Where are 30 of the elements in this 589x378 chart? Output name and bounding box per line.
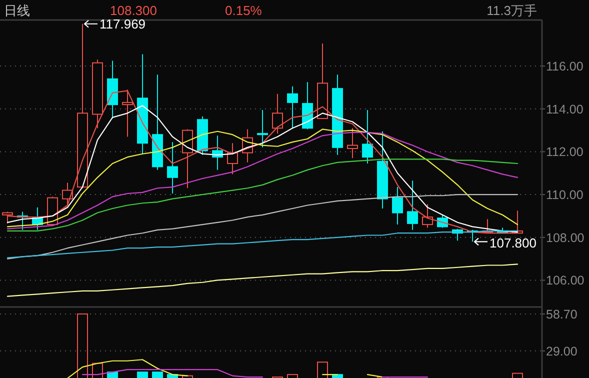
candlestick: [152, 74, 163, 170]
candlestick: [422, 204, 433, 228]
candlestick: [287, 86, 298, 129]
text: 0.15%: [225, 3, 262, 18]
y-tick-label: 116.00: [546, 60, 584, 74]
candlestick: [182, 128, 193, 189]
y-tick-label: 58.70: [546, 307, 578, 322]
candlestick: [107, 60, 118, 120]
annotation: 107.800: [490, 236, 536, 251]
candlestick: [347, 128, 358, 159]
y-tick-label: 112.00: [546, 145, 584, 160]
line-series: [6, 264, 518, 297]
y-tick-label: 114.00: [546, 102, 584, 116]
candlestick: [137, 54, 148, 154]
y-tick-label: 110.00: [546, 188, 584, 202]
candlestick: [167, 142, 178, 194]
chart-title: 日线: [4, 3, 30, 18]
candlestick: [257, 109, 268, 148]
candlestick: [392, 186, 403, 226]
line-series: [6, 158, 518, 232]
candlestick: [407, 180, 418, 230]
text: 11.3万手: [486, 3, 537, 18]
candlestick: [377, 130, 388, 209]
text: 108.300: [110, 3, 157, 18]
candlestick: [332, 74, 343, 156]
y-tick-label: 29.00: [546, 344, 578, 358]
y-tick-label: 106.00: [546, 274, 584, 288]
annotation: 117.969: [100, 16, 146, 32]
y-tick-label: 108.00: [546, 230, 584, 245]
candlestick: [272, 93, 283, 134]
